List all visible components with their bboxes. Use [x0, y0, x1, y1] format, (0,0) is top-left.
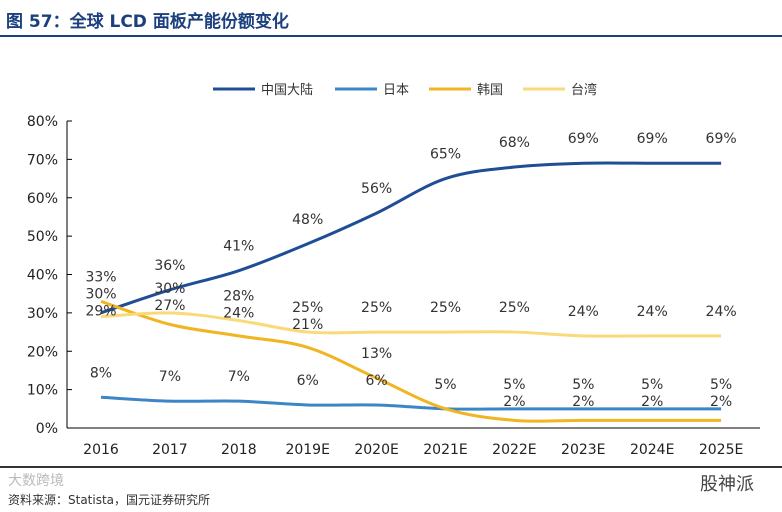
x-tick-label: 2018	[221, 442, 257, 458]
data-label: 2%	[503, 394, 525, 410]
y-tick-label: 20%	[27, 344, 58, 360]
series-line-1	[100, 395, 722, 411]
x-tick-label: 2021E	[423, 442, 467, 458]
data-label: 33%	[85, 269, 116, 285]
data-label: 5%	[572, 377, 594, 393]
x-tick-label: 2017	[152, 442, 188, 458]
data-label: 25%	[292, 300, 323, 316]
data-label: 56%	[361, 181, 392, 197]
data-label: 69%	[706, 131, 737, 147]
data-label: 5%	[434, 377, 456, 393]
y-tick-label: 50%	[27, 229, 58, 245]
data-label: 2%	[641, 394, 663, 410]
series-line-3	[100, 311, 722, 338]
data-label: 69%	[568, 131, 599, 147]
legend-label: 台湾	[571, 82, 597, 98]
x-tick-label: 2020E	[354, 442, 398, 458]
x-tick-label: 2019E	[285, 442, 329, 458]
legend-label: 韩国	[477, 83, 503, 98]
x-tick-label: 2016	[83, 442, 119, 458]
data-label: 25%	[361, 300, 392, 316]
footer-divider	[0, 466, 782, 468]
y-tick-label: 0%	[36, 421, 58, 437]
y-tick-label: 40%	[27, 268, 58, 284]
y-tick-label: 30%	[27, 306, 58, 322]
data-label: 68%	[499, 135, 530, 151]
data-label: 24%	[706, 304, 737, 320]
watermark-logo: 股神派	[700, 474, 754, 495]
y-tick-label: 70%	[27, 152, 58, 168]
data-label: 27%	[154, 298, 185, 314]
data-label: 69%	[637, 131, 668, 147]
data-label: 2%	[710, 394, 732, 410]
title-divider	[0, 35, 782, 37]
data-label: 65%	[430, 147, 461, 163]
legend-label: 日本	[383, 83, 409, 98]
data-label: 2%	[572, 394, 594, 410]
data-label: 30%	[85, 286, 116, 302]
data-label: 36%	[154, 258, 185, 274]
legend-label: 中国大陆	[261, 82, 313, 98]
data-label: 21%	[292, 317, 323, 333]
x-tick-label: 2025E	[699, 442, 743, 458]
data-label: 24%	[223, 306, 254, 322]
data-label: 25%	[499, 300, 530, 316]
chart-title: 图 57：全球 LCD 面板产能份额变化	[6, 12, 289, 32]
data-label: 30%	[154, 281, 185, 297]
data-label: 29%	[85, 303, 116, 319]
data-label: 28%	[223, 289, 254, 305]
data-label: 6%	[365, 373, 387, 389]
series-line-0	[100, 161, 722, 315]
data-label: 7%	[159, 369, 181, 385]
data-label: 24%	[637, 304, 668, 320]
x-tick-label: 2022E	[492, 442, 536, 458]
data-label: 7%	[228, 369, 250, 385]
series-line-2	[100, 299, 722, 423]
data-label: 8%	[90, 365, 112, 381]
x-tick-label: 2024E	[630, 442, 674, 458]
y-tick-label: 60%	[27, 191, 58, 207]
source-note: 资料来源：Statista，国元证券研究所	[8, 493, 211, 507]
data-label: 6%	[297, 373, 319, 389]
data-label: 13%	[361, 346, 392, 362]
data-label: 5%	[641, 377, 663, 393]
y-tick-label: 80%	[27, 114, 58, 130]
data-label: 48%	[292, 212, 323, 228]
data-label: 5%	[503, 377, 525, 393]
x-tick-label: 2023E	[561, 442, 605, 458]
y-tick-label: 10%	[27, 383, 58, 399]
watermark-logo: 大数跨境	[8, 473, 64, 489]
data-label: 24%	[568, 304, 599, 320]
data-label: 5%	[710, 377, 732, 393]
data-label: 25%	[430, 300, 461, 316]
data-label: 41%	[223, 239, 254, 255]
